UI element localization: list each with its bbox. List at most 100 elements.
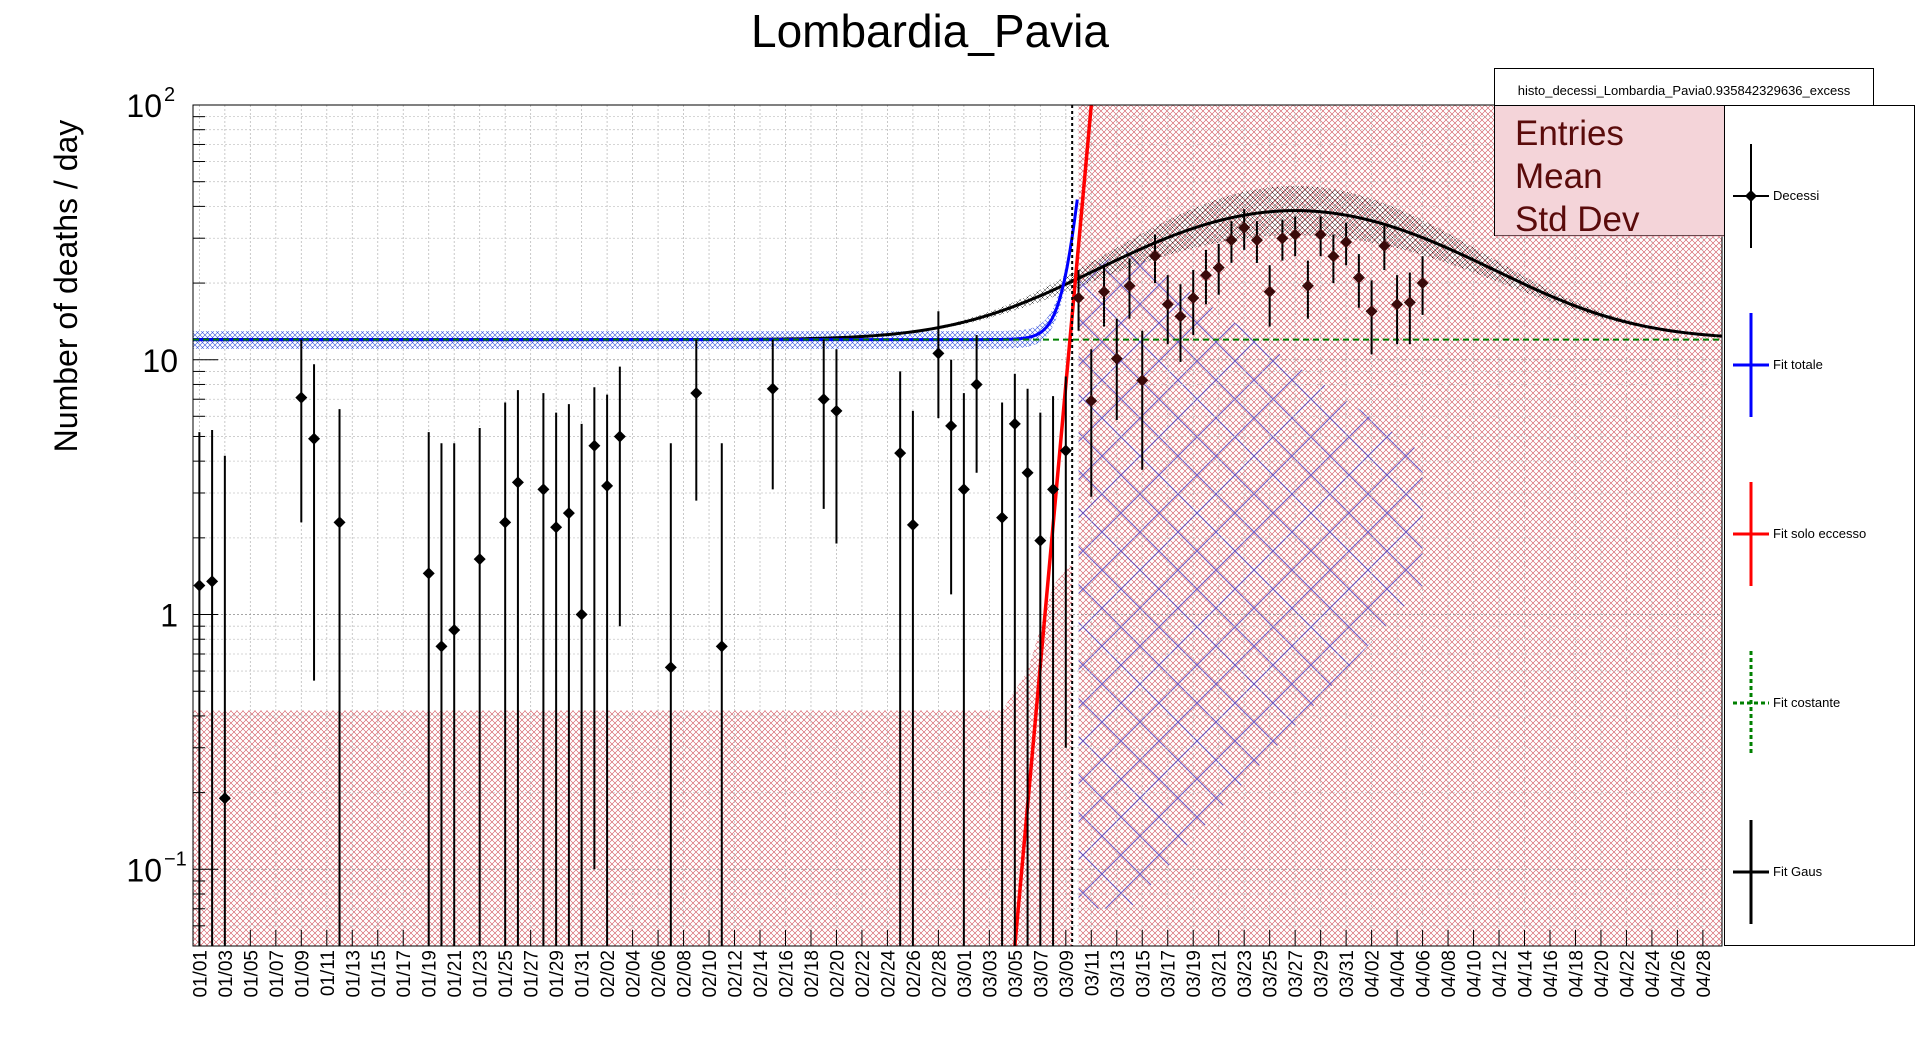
x-tick-label: 03/13: [1108, 950, 1129, 998]
data-point: [511, 476, 524, 489]
x-tick-label: 03/09: [1057, 950, 1078, 998]
data-point: [422, 567, 435, 580]
data-point: [1085, 394, 1098, 407]
x-tick-label: 02/20: [827, 950, 848, 998]
x-tick-label: 01/03: [216, 950, 237, 998]
data-point: [1047, 483, 1060, 496]
legend-item-fit-gaus: Fit Gaus: [1725, 812, 1916, 932]
data-point: [1352, 271, 1365, 284]
x-tick-label: 02/08: [675, 950, 696, 998]
x-tick-label: 01/17: [394, 950, 415, 998]
data-point: [830, 404, 843, 417]
x-tick-label: 03/05: [1006, 950, 1027, 998]
x-tick-label: 03/27: [1286, 950, 1307, 998]
x-tick-label: 01/05: [241, 950, 262, 998]
data-point: [473, 553, 486, 566]
legend-item-decessi: Decessi: [1725, 136, 1916, 256]
data-point: [1123, 279, 1136, 292]
stats-title: histo_decessi_Lombardia_Pavia0.935842329…: [1517, 83, 1851, 98]
data-point: [1327, 250, 1340, 263]
data-point: [613, 430, 626, 443]
data-point: [1340, 235, 1353, 248]
data-point: [1378, 239, 1391, 252]
data-point: [1212, 261, 1225, 274]
x-tick-label: 01/19: [420, 950, 441, 998]
data-point: [537, 483, 550, 496]
x-tick-label: 04/24: [1643, 950, 1664, 998]
data-point: [333, 516, 346, 529]
data-point: [1021, 466, 1034, 479]
x-tick-label: 04/06: [1414, 950, 1435, 998]
fit-totale-line: [193, 199, 1079, 342]
x-tick-label: 01/11: [318, 950, 339, 996]
x-tick-label: 02/22: [853, 950, 874, 998]
legend-marker-fit-gaus-icon: [1733, 820, 1769, 924]
x-tick-label: 02/04: [624, 950, 645, 998]
data-point: [1059, 444, 1072, 457]
data-point: [575, 608, 588, 621]
x-tick-label: 03/15: [1133, 950, 1154, 998]
x-tick-label: 01/15: [369, 950, 390, 998]
plot-frame: [192, 104, 1723, 947]
x-tick-label: 04/16: [1541, 950, 1562, 998]
legend-label-fit-costante: Fit costante: [1773, 695, 1841, 710]
stat-entries-label: Entries: [1515, 114, 1624, 153]
x-tick-label: 04/28: [1694, 950, 1715, 998]
data-point: [932, 347, 945, 360]
x-tick-label: 04/20: [1592, 950, 1613, 998]
x-tick-label: 01/31: [573, 950, 594, 998]
legend-label-decessi: Decessi: [1773, 188, 1820, 203]
x-tick-label: 03/17: [1159, 950, 1180, 998]
x-tick-label: 03/07: [1031, 950, 1052, 998]
x-tick-label: 01/25: [496, 950, 517, 998]
data-point: [1238, 221, 1251, 234]
x-tick-label: 04/14: [1516, 950, 1537, 998]
y-tick-label: 10: [126, 852, 162, 888]
data-point: [1148, 250, 1161, 263]
x-tick-label: 01/01: [190, 950, 211, 998]
x-tick-label: 01/23: [471, 950, 492, 998]
x-tick-label: 02/28: [929, 950, 950, 998]
x-tick-label: 04/26: [1668, 950, 1689, 998]
data-point: [448, 623, 461, 636]
x-tick-label: 04/10: [1465, 950, 1486, 998]
legend-label-fit-gaus: Fit Gaus: [1773, 864, 1823, 879]
x-tick-label: 03/29: [1312, 950, 1333, 998]
chart-title: Lombardia_Pavia: [751, 5, 1109, 57]
data-point: [588, 439, 601, 452]
data-point: [1199, 269, 1212, 282]
legend-item-fit-totale: Fit totale: [1725, 305, 1916, 425]
legend-label-fit-solo-eccesso: Fit solo eccesso: [1773, 526, 1867, 541]
legend-marker-fit-solo-eccesso-icon: [1733, 482, 1769, 586]
gaus-fit-band: [193, 185, 1722, 340]
data-point: [715, 640, 728, 653]
legend-marker-decessi-icon: [1733, 144, 1769, 248]
data-point: [308, 432, 321, 445]
x-tick-label: 04/08: [1439, 950, 1460, 998]
legend-marker-fit-totale-icon: [1733, 313, 1769, 417]
x-tick-label: 02/10: [700, 950, 721, 998]
x-tick-label: 01/09: [292, 950, 313, 998]
y-tick-label-exponent: −1: [164, 848, 187, 870]
data-point: [1301, 279, 1314, 292]
data-point: [996, 511, 1009, 524]
data-point: [1416, 277, 1429, 290]
x-tick-label: 03/31: [1337, 950, 1358, 998]
total-fit-band: [193, 265, 1066, 349]
data-point: [1187, 291, 1200, 304]
stat-stddev-label: Std Dev: [1515, 200, 1640, 239]
x-tick-label: 02/18: [802, 950, 823, 998]
x-tick-label: 01/21: [445, 950, 466, 998]
x-tick-label: 03/23: [1235, 950, 1256, 998]
data-point: [1008, 417, 1021, 430]
data-point: [193, 579, 206, 592]
x-tick-label: 02/02: [598, 950, 619, 998]
data-point: [664, 661, 677, 674]
x-tick-label: 02/12: [726, 950, 747, 998]
data-point: [206, 575, 219, 588]
low-band-left: [193, 710, 1003, 946]
y-axis-label: Number of deaths / day: [48, 120, 84, 453]
data-point: [1098, 285, 1111, 298]
y-tick-label: 10: [126, 88, 162, 124]
